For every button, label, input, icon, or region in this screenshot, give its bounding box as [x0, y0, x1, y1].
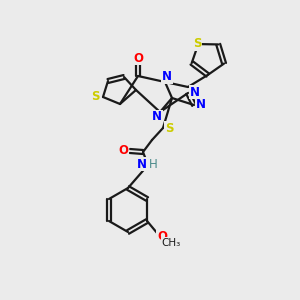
Text: O: O [157, 230, 167, 244]
Text: N: N [137, 158, 147, 170]
Text: O: O [133, 52, 143, 64]
Text: N: N [152, 110, 162, 124]
Text: S: S [193, 37, 202, 50]
Text: N: N [190, 85, 200, 98]
Text: S: S [165, 122, 173, 134]
Text: H: H [148, 158, 158, 170]
Text: CH₃: CH₃ [161, 238, 181, 248]
Text: N: N [162, 70, 172, 83]
Text: N: N [196, 98, 206, 112]
Text: S: S [91, 91, 99, 103]
Text: O: O [118, 143, 128, 157]
